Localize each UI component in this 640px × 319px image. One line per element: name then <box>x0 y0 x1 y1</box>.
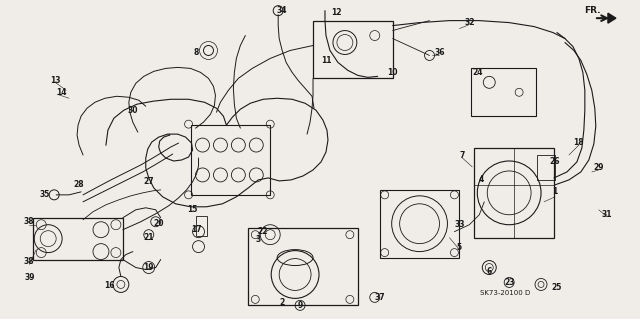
Text: 4: 4 <box>479 175 484 184</box>
Text: 7: 7 <box>460 151 465 160</box>
Text: 39: 39 <box>24 273 35 282</box>
Text: 22: 22 <box>257 227 268 236</box>
Text: 1: 1 <box>552 187 557 197</box>
Text: 9: 9 <box>298 301 303 310</box>
Text: 10: 10 <box>387 68 398 77</box>
Text: 5: 5 <box>457 243 462 252</box>
Text: 3: 3 <box>255 235 261 244</box>
Text: 23: 23 <box>504 278 515 287</box>
Text: 38: 38 <box>24 257 35 266</box>
Bar <box>474 148 554 238</box>
Text: 30: 30 <box>127 106 138 115</box>
Text: 37: 37 <box>374 293 385 302</box>
Text: 26: 26 <box>550 158 560 167</box>
Bar <box>537 155 555 180</box>
Text: 18: 18 <box>573 137 584 146</box>
Text: 19: 19 <box>143 263 154 272</box>
Bar <box>380 190 460 257</box>
Bar <box>33 218 123 260</box>
Text: 24: 24 <box>472 68 483 77</box>
Bar <box>191 125 270 195</box>
Text: 11: 11 <box>321 56 332 65</box>
Text: 33: 33 <box>454 220 465 229</box>
Bar <box>471 68 536 116</box>
Text: 38: 38 <box>24 217 35 226</box>
Text: 27: 27 <box>143 177 154 186</box>
Text: SK73-20100 D: SK73-20100 D <box>479 290 530 296</box>
Text: FR.: FR. <box>584 6 600 15</box>
Text: 20: 20 <box>154 219 164 228</box>
Text: 32: 32 <box>464 18 475 27</box>
Polygon shape <box>608 13 616 23</box>
Text: 12: 12 <box>331 8 341 17</box>
Text: 31: 31 <box>602 210 612 219</box>
Text: 13: 13 <box>50 76 60 85</box>
Text: 21: 21 <box>143 233 154 242</box>
Text: 15: 15 <box>188 205 198 214</box>
Bar <box>248 228 358 305</box>
Text: 8: 8 <box>194 48 199 57</box>
Text: 6: 6 <box>486 267 492 276</box>
Text: 2: 2 <box>280 298 285 307</box>
Bar <box>313 21 393 78</box>
Text: 28: 28 <box>74 180 84 189</box>
Bar <box>196 216 207 236</box>
Text: 35: 35 <box>40 190 51 199</box>
Text: 34: 34 <box>277 6 287 15</box>
Text: 29: 29 <box>593 163 604 173</box>
Text: 36: 36 <box>434 48 445 57</box>
Text: 14: 14 <box>56 88 67 97</box>
Text: 25: 25 <box>552 283 562 292</box>
Text: 16: 16 <box>104 281 114 290</box>
Text: 17: 17 <box>191 225 202 234</box>
